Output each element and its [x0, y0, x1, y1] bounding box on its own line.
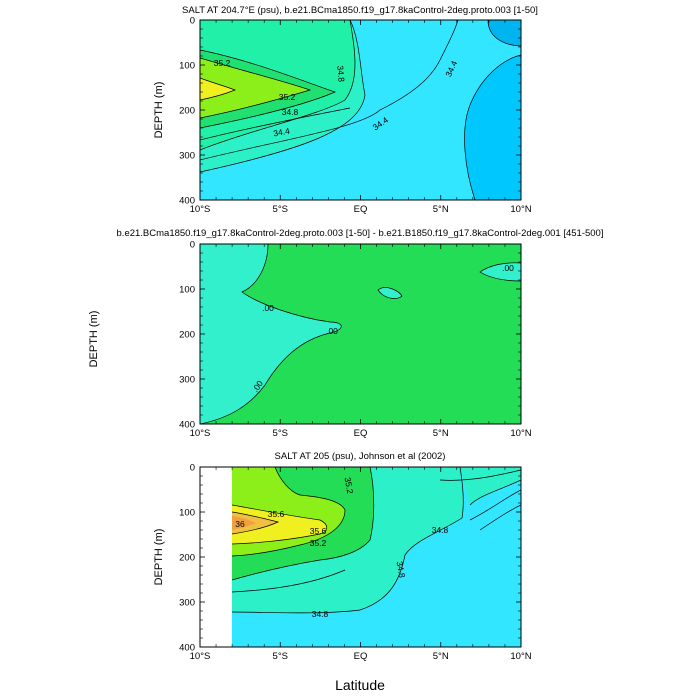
x-tick-label: 10°S	[190, 651, 211, 662]
y-tick-label: 300	[179, 375, 195, 386]
y-tick-label: 300	[179, 151, 195, 162]
panel-1-title: SALT AT 204.7°E (psu), b.e21.BCma1850.f1…	[182, 5, 538, 16]
contour-label: 36	[235, 519, 245, 529]
x-tick-label: 10°S	[190, 204, 211, 215]
contour-label: .00	[502, 263, 514, 273]
y-tick-label: 400	[179, 196, 195, 207]
x-tick-label: 5°N	[433, 204, 449, 215]
contour-label: 34.8	[395, 560, 408, 578]
y-tick-label: 200	[179, 330, 195, 341]
y-tick-label: 400	[179, 420, 195, 431]
x-tick-label: 5°S	[273, 204, 288, 215]
contour-label: 35.2	[279, 92, 296, 102]
panel-3-axes: DEPTH (m)	[153, 529, 165, 586]
y-tick-label: 200	[179, 553, 195, 564]
panel-3-ticks: 10°S 5°S EQ 5°N 10°N 0 100 200 300 400	[179, 463, 532, 663]
x-tick-label: 5°S	[273, 428, 288, 439]
contour-label: 35.6	[310, 526, 327, 536]
y-tick-label: 300	[179, 598, 195, 609]
panel-1-lime-region	[200, 58, 310, 118]
x-tick-label: 5°S	[273, 651, 288, 662]
y-tick-label: 0	[190, 240, 195, 251]
panel-2-y-axis-label: DEPTH (m)	[88, 311, 100, 368]
panel-1-yellow-region	[200, 78, 235, 100]
panel-3: SALT AT 205 (psu), Johnson et al (2002)	[153, 451, 522, 648]
y-tick-label: 100	[179, 508, 195, 519]
panel-3-yellow-region	[232, 505, 327, 544]
panel-1-y-axis-label: DEPTH (m)	[153, 82, 165, 139]
contour-label: 34.8	[432, 525, 449, 535]
panel-2: b.e21.BCma1850.f19_g17.8kaControl-2deg.p…	[88, 228, 604, 425]
panel-2-ticks: 10°S 5°S EQ 5°N 10°N 0 100 200 300 400	[179, 240, 532, 440]
x-tick-label: EQ	[354, 428, 368, 439]
panel-2-contour-lines	[200, 244, 521, 424]
y-tick-label: 100	[179, 61, 195, 72]
x-tick-label: 10°N	[510, 204, 531, 215]
contour-label: 35.2	[310, 538, 327, 548]
panel-1: SALT AT 204.7°E (psu), b.e21.BCma1850.f1…	[153, 5, 538, 201]
panel-2-title: b.e21.BCma1850.f19_g17.8kaControl-2deg.p…	[117, 228, 604, 239]
panel-3-contour-lines	[231, 467, 521, 614]
x-tick-label: 10°S	[190, 428, 211, 439]
panel-3-title: SALT AT 205 (psu), Johnson et al (2002)	[275, 451, 446, 462]
panel-2-negative-blob	[378, 287, 402, 299]
contour-label: 34.4	[272, 126, 290, 139]
x-tick-label: EQ	[354, 651, 368, 662]
panel-1-contour-lines	[200, 20, 521, 200]
panel-1-field	[200, 20, 521, 200]
y-tick-label: 0	[190, 463, 195, 474]
y-tick-label: 0	[190, 16, 195, 27]
panel-2-axes: DEPTH (m)	[88, 311, 100, 368]
panel-2-negative-region	[200, 244, 342, 424]
contour-label: 34.8	[282, 107, 299, 117]
y-tick-label: 400	[179, 643, 195, 654]
panel-1-ticks: 10°S 5°S EQ 5°N 10°N 0 100 200 300 400	[179, 16, 532, 216]
panel-3-y-axis-label: DEPTH (m)	[153, 529, 165, 586]
x-tick-label: 5°N	[433, 428, 449, 439]
panel-2-field	[200, 244, 521, 424]
panel-3-contour-labels: 36 35.6 35.6 35.2 35.2 34.8 34.8 34.8	[235, 476, 448, 619]
contour-label: 34.8	[335, 65, 346, 83]
contour-label: .00	[262, 303, 274, 313]
contour-label: 35.6	[268, 509, 285, 519]
panel-1-fresh-deep-corner	[488, 20, 521, 46]
panel-1-axes: DEPTH (m)	[153, 82, 165, 139]
contour-label: .00	[326, 326, 338, 336]
x-tick-label: EQ	[354, 204, 368, 215]
y-tick-label: 200	[179, 106, 195, 117]
contour-label: 35.2	[343, 476, 356, 494]
panel-3-mid-upper	[460, 467, 521, 505]
panel-1-fresh-region	[200, 20, 521, 200]
panel-3-field	[231, 467, 521, 647]
panel-3-deep-orange-core	[232, 516, 256, 530]
x-axis-label: Latitude	[335, 677, 385, 693]
x-tick-label: 10°N	[510, 651, 531, 662]
contour-label: 35.2	[214, 58, 231, 68]
y-tick-label: 100	[179, 285, 195, 296]
panel-1-fresh-deep-region	[464, 55, 521, 200]
contour-label: 34.8	[312, 609, 329, 619]
x-tick-label: 10°N	[510, 428, 531, 439]
x-tick-label: 5°N	[433, 651, 449, 662]
